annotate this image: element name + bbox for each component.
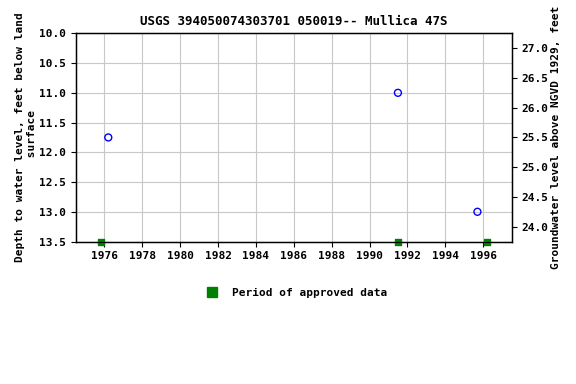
Legend: Period of approved data: Period of approved data [196,284,392,303]
Point [104,134,113,141]
Title: USGS 394050074303701 050019-- Mullica 47S: USGS 394050074303701 050019-- Mullica 47… [140,15,448,28]
Y-axis label: Groundwater level above NGVD 1929, feet: Groundwater level above NGVD 1929, feet [551,6,561,269]
Point [96,238,105,245]
Point [482,238,491,245]
Point [393,238,403,245]
Point [393,90,403,96]
Y-axis label: Depth to water level, feet below land
 surface: Depth to water level, feet below land su… [15,13,37,262]
Point [473,209,482,215]
